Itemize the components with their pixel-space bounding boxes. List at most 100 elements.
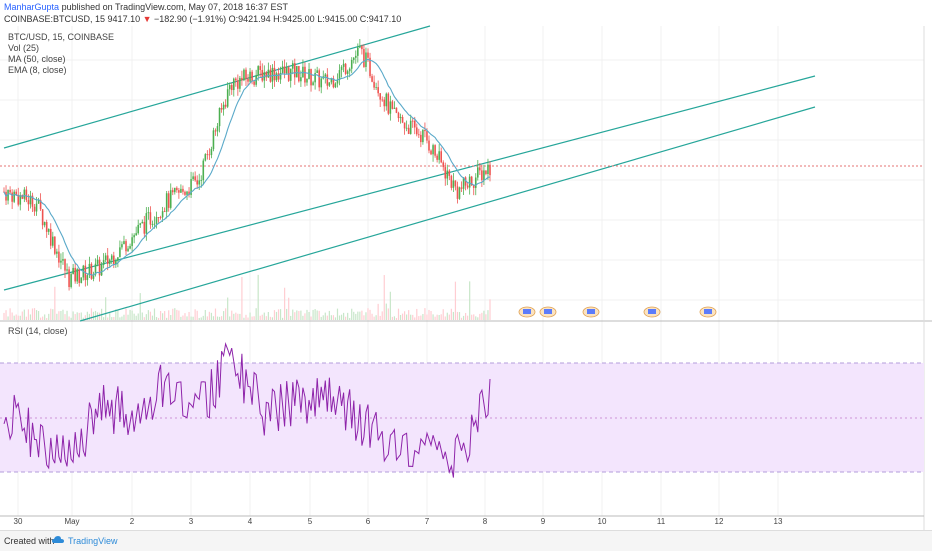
volume-bar <box>155 317 158 320</box>
volume-bar <box>103 317 105 320</box>
x-tick-label: 4 <box>248 517 253 526</box>
candle-body <box>379 93 381 100</box>
volume-bar <box>137 313 139 320</box>
volume-bar <box>458 312 461 320</box>
volume-bar <box>133 313 135 320</box>
volume-bar <box>389 291 391 320</box>
candle-body <box>39 199 42 210</box>
candle-body <box>387 93 390 114</box>
candle-body <box>29 195 32 205</box>
volume-bar <box>159 311 162 320</box>
candle-body <box>15 191 18 195</box>
candle-body <box>340 66 343 71</box>
candle-body <box>245 69 247 79</box>
volume-bar <box>64 314 66 320</box>
candle-body <box>279 72 282 80</box>
candle-body <box>49 228 52 246</box>
candle-body <box>131 237 133 247</box>
candle-body <box>174 187 176 193</box>
x-tick-label: 2 <box>130 517 135 526</box>
volume-bar <box>322 315 324 320</box>
volume-bar <box>186 316 188 320</box>
candle-body <box>31 195 34 207</box>
candle-body <box>328 82 331 86</box>
volume-bar <box>220 316 223 320</box>
candle-body <box>481 170 483 181</box>
candle-body <box>129 246 131 249</box>
candle-body <box>456 186 459 199</box>
volume-bar <box>249 312 251 320</box>
x-tick-label: 11 <box>657 517 666 526</box>
volume-bar <box>381 311 383 320</box>
candle-body <box>153 223 156 225</box>
candle-body <box>58 251 60 263</box>
volume-bar <box>444 316 446 320</box>
volume-bar <box>424 308 426 320</box>
volume-bar <box>88 313 91 320</box>
candle-body <box>214 130 217 132</box>
candle-body <box>92 274 95 279</box>
x-tick-label: 8 <box>483 517 488 526</box>
candle-body <box>289 68 292 81</box>
candle-body <box>27 200 30 205</box>
candle-body <box>194 176 196 181</box>
candle-body <box>426 131 428 141</box>
volume-bar <box>298 311 300 320</box>
candle-body <box>210 149 213 155</box>
candle-body <box>66 269 68 271</box>
volume-bar <box>92 311 95 320</box>
volume-bar <box>223 311 225 320</box>
volume-bar <box>271 317 274 320</box>
volume-bar <box>408 310 410 320</box>
candle-body <box>94 263 97 275</box>
volume-bar <box>304 313 306 320</box>
volume-bar <box>7 316 9 320</box>
candle-body <box>17 194 20 205</box>
volume-bar <box>473 314 475 320</box>
volume-bar <box>52 309 54 320</box>
volume-bar <box>277 309 280 320</box>
volume-bar <box>460 317 463 320</box>
candle-body <box>257 66 259 76</box>
volume-bar <box>82 317 84 320</box>
author-name[interactable]: ManharGupta <box>4 2 60 12</box>
candle-body <box>237 80 239 89</box>
volume-bar <box>294 312 296 320</box>
volume-bar <box>332 315 335 320</box>
volume-bar <box>109 312 111 320</box>
volume-bar <box>239 313 241 320</box>
volume-bar <box>416 308 418 320</box>
candle-body <box>393 107 396 109</box>
volume-bar <box>206 316 208 320</box>
candle-body <box>161 211 164 218</box>
candle-body <box>100 264 103 276</box>
volume-bar <box>448 314 450 320</box>
volume-bar <box>312 309 314 320</box>
volume-bar <box>371 313 373 320</box>
footer-brand[interactable]: TradingView <box>68 536 118 546</box>
volume-bar <box>147 310 149 320</box>
candle-body <box>277 73 280 80</box>
cloud-icon <box>52 536 64 543</box>
candle-body <box>401 116 404 123</box>
volume-bar <box>338 315 341 320</box>
price-candles <box>3 39 491 291</box>
volume-bar <box>450 308 452 320</box>
volume-bar <box>387 308 389 320</box>
candle-body <box>407 127 410 134</box>
volume-bar <box>68 316 70 320</box>
candle-body <box>361 45 363 50</box>
candle-body <box>389 101 392 114</box>
event-flags[interactable] <box>518 306 717 318</box>
volume-bar <box>269 316 271 320</box>
candle-body <box>259 66 262 70</box>
candle-body <box>11 192 13 202</box>
candle-body <box>147 212 150 214</box>
candle-body <box>479 167 481 171</box>
candle-body <box>119 247 121 258</box>
candle-body <box>117 257 119 261</box>
candle-body <box>76 269 79 282</box>
volume-bar <box>35 310 38 320</box>
candle-body <box>143 221 146 234</box>
